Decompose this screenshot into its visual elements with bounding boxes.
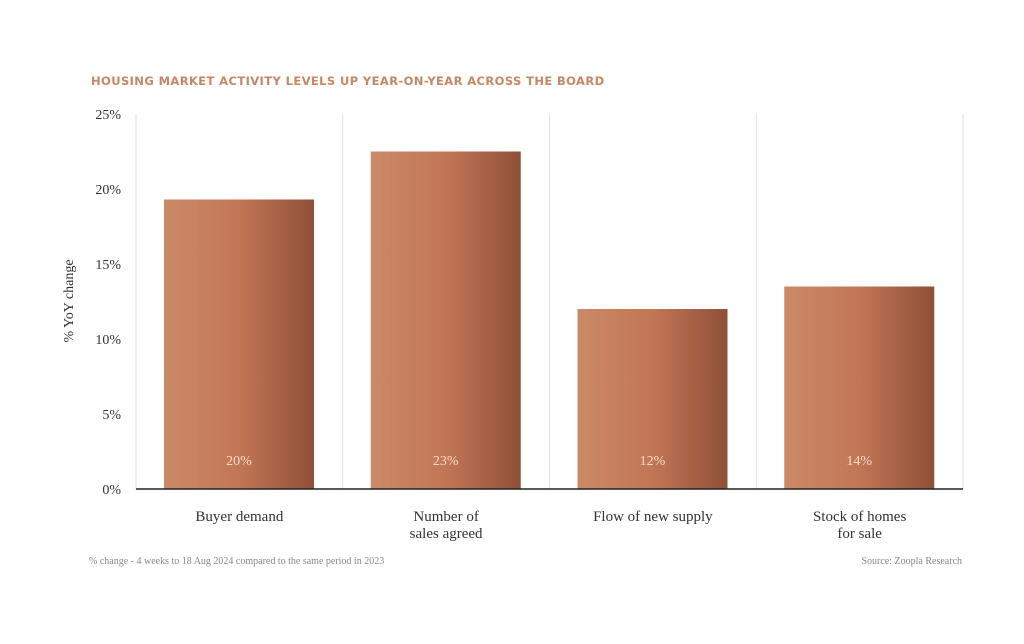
bar [164, 199, 314, 489]
bar-data-label: 14% [846, 454, 872, 469]
bar [577, 309, 728, 489]
bar [784, 286, 935, 489]
y-axis-label: % YoY change [62, 259, 77, 342]
bar-data-label: 12% [640, 454, 666, 469]
source-note: Source: Zoopla Research [861, 556, 962, 567]
bar-data-label: 23% [433, 454, 459, 469]
x-tick-label: Buyer demand [195, 509, 283, 525]
bar-data-label: 20% [226, 454, 252, 469]
x-tick-label: Stock of homes [813, 509, 906, 525]
x-tick-label: sales agreed [410, 526, 483, 542]
y-tick-label: 25% [95, 108, 121, 123]
y-tick-label: 15% [95, 258, 121, 273]
y-tick-label: 20% [95, 183, 121, 198]
y-tick-label: 0% [102, 483, 121, 498]
x-tick-label: Number of [413, 509, 478, 525]
y-tick-label: 10% [95, 333, 121, 348]
bar [370, 151, 521, 489]
x-tick-label: for sale [837, 526, 882, 542]
chart-title: HOUSING MARKET ACTIVITY LEVELS UP YEAR-O… [91, 74, 605, 88]
y-tick-label: 5% [102, 408, 121, 423]
x-tick-label: Flow of new supply [593, 509, 713, 525]
footnote: % change - 4 weeks to 18 Aug 2024 compar… [89, 556, 385, 567]
